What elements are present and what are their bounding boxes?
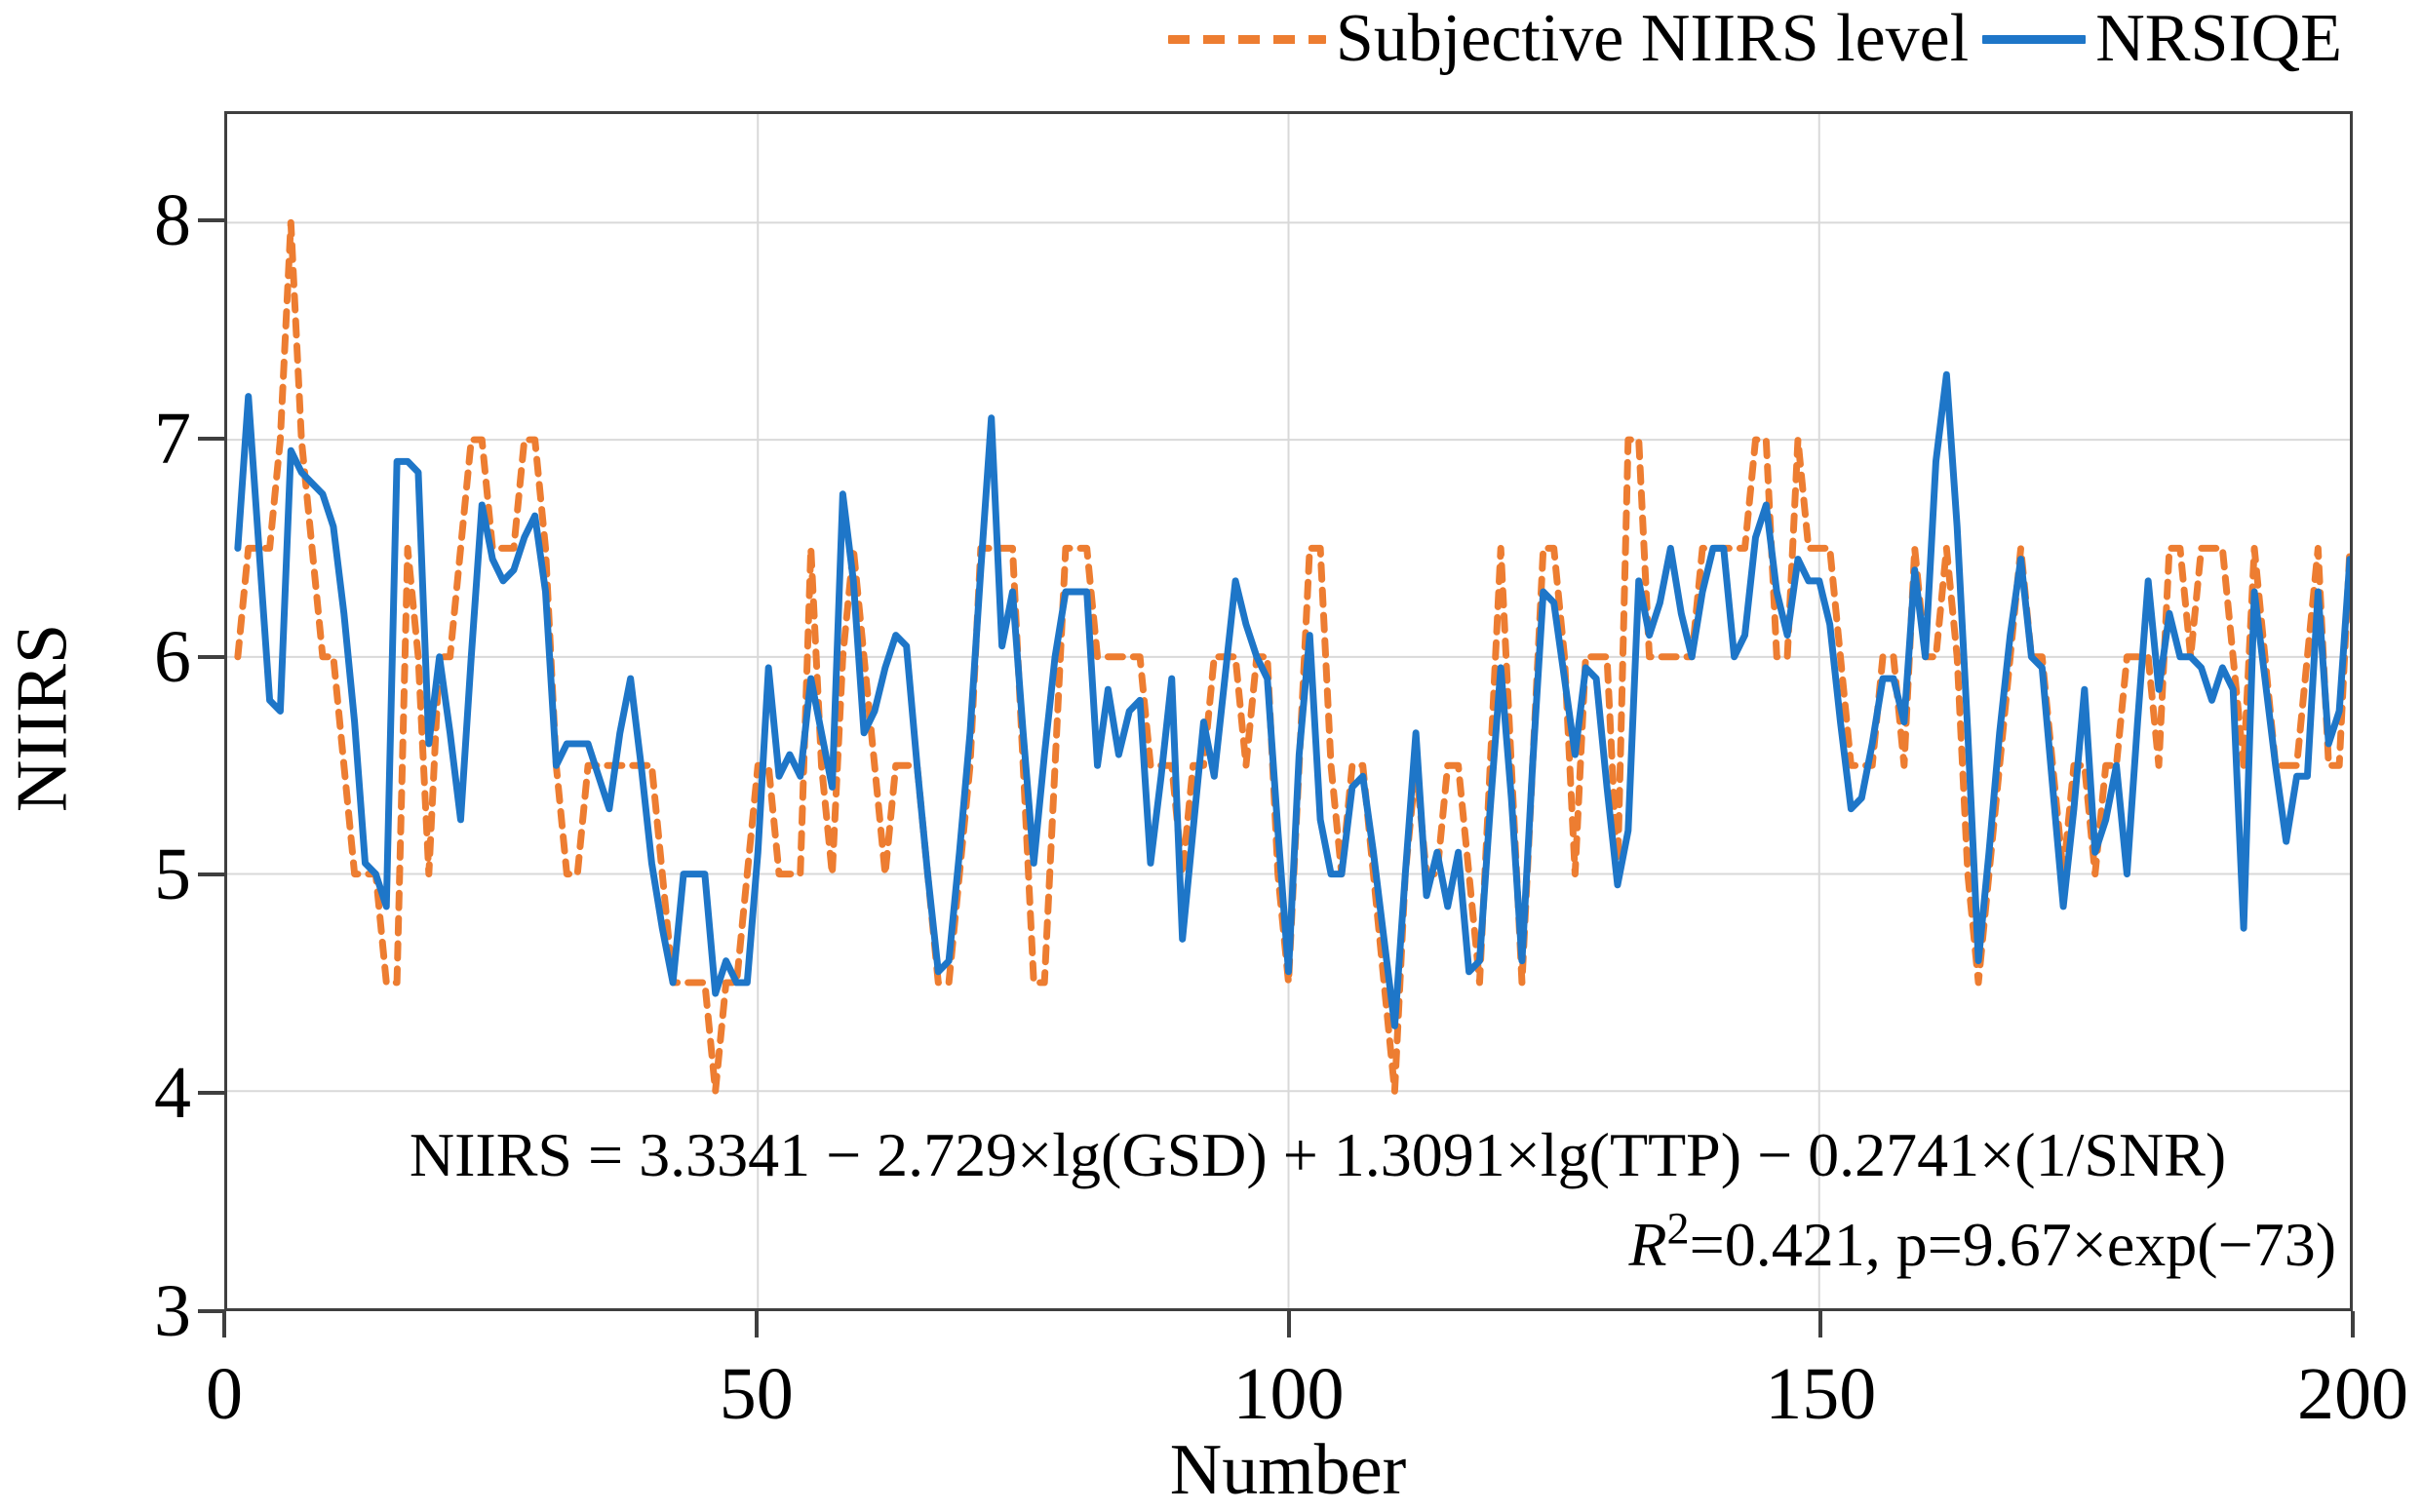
- x-axis-title: Number: [1169, 1430, 1407, 1510]
- solid-line-icon: [1982, 34, 2087, 44]
- y-tick-label: 7: [154, 397, 191, 480]
- plot-area: [224, 111, 2353, 1311]
- x-tick-mark: [1818, 1311, 1823, 1338]
- y-axis-title: NIIRS: [2, 623, 83, 813]
- y-tick-label: 4: [154, 1052, 191, 1135]
- y-tick-mark: [198, 217, 224, 222]
- y-tick-mark: [198, 872, 224, 877]
- x-tick-label: 100: [1232, 1353, 1345, 1435]
- regression-equation: NIIRS = 3.3341 − 2.729×lg(GSD) + 1.3091×…: [409, 1120, 2227, 1189]
- stats-text: =0.421, p=9.67×exp(−73): [1689, 1210, 2336, 1279]
- y-tick-mark: [198, 1091, 224, 1096]
- r-superscript: 2: [1666, 1203, 1690, 1254]
- y-tick-mark: [198, 1309, 224, 1313]
- x-tick-label: 0: [206, 1353, 243, 1435]
- y-tick-mark: [198, 654, 224, 659]
- x-tick-label: 50: [719, 1353, 794, 1435]
- y-tick-label: 5: [154, 834, 191, 916]
- series-nrsiqe: [234, 370, 2350, 1029]
- chart-canvas: [227, 114, 2350, 1308]
- x-tick-mark: [2351, 1311, 2355, 1338]
- x-tick-mark: [754, 1311, 759, 1338]
- dashed-line-icon: [1167, 34, 1326, 44]
- r-symbol: R: [1628, 1210, 1667, 1279]
- y-tick-label: 3: [154, 1270, 191, 1352]
- chart-legend: Subjective NIIRS level NRSIQE: [1167, 1, 2342, 76]
- x-tick-label: 200: [2297, 1353, 2408, 1435]
- legend-label-nrsiqe: NRSIQE: [2095, 1, 2342, 76]
- legend-label-subjective: Subjective NIIRS level: [1335, 1, 1970, 76]
- x-tick-mark: [1286, 1311, 1291, 1338]
- x-tick-mark: [222, 1311, 226, 1338]
- y-tick-label: 6: [154, 615, 191, 698]
- y-tick-mark: [198, 436, 224, 441]
- legend-item-subjective: Subjective NIIRS level: [1167, 1, 1970, 76]
- x-tick-label: 150: [1765, 1353, 1877, 1435]
- y-tick-label: 8: [154, 178, 191, 261]
- regression-stats: R2=0.421, p=9.67×exp(−73): [224, 1206, 2336, 1281]
- legend-item-nrsiqe: NRSIQE: [1982, 4, 2342, 74]
